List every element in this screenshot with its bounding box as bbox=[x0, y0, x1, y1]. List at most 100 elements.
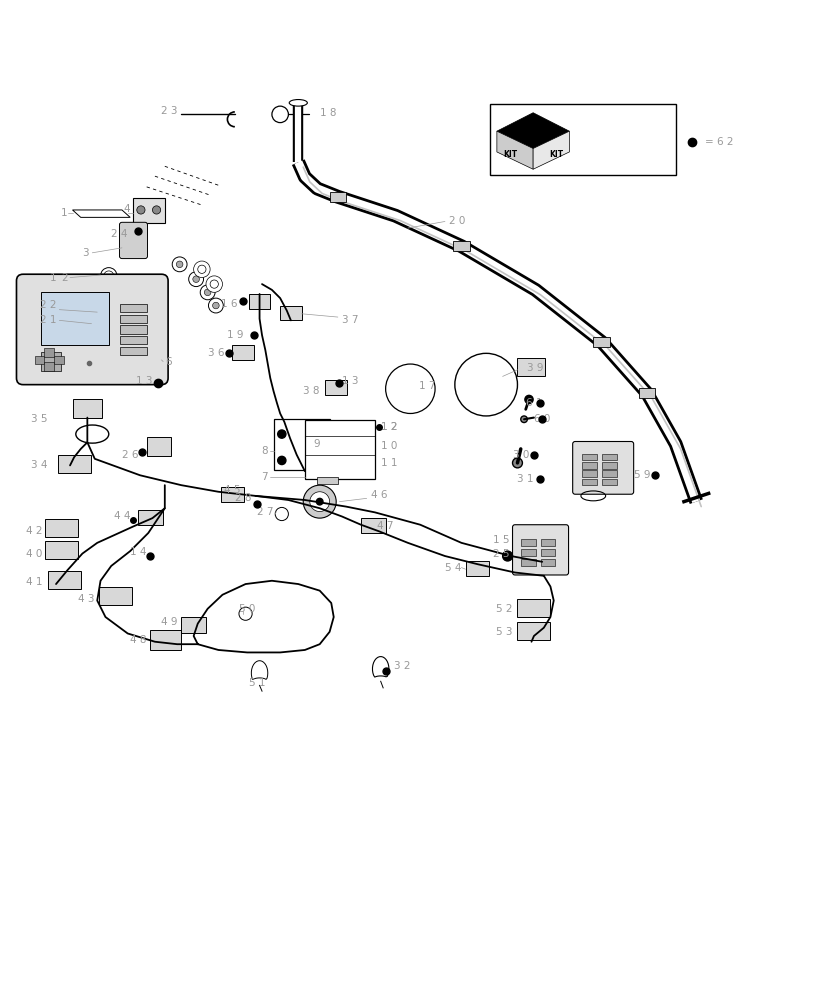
Bar bbox=[120, 347, 147, 355]
Circle shape bbox=[200, 285, 215, 300]
Text: 1 2: 1 2 bbox=[381, 422, 397, 432]
Text: 4: 4 bbox=[124, 204, 130, 214]
Text: 4 0: 4 0 bbox=[26, 549, 43, 559]
Polygon shape bbox=[497, 113, 569, 148]
Bar bbox=[639, 388, 655, 398]
Bar bbox=[44, 348, 54, 357]
Bar bbox=[466, 561, 489, 576]
Text: 3 4: 3 4 bbox=[31, 460, 48, 470]
Polygon shape bbox=[73, 210, 130, 217]
Text: 4 6: 4 6 bbox=[371, 490, 387, 500]
Circle shape bbox=[193, 276, 199, 282]
Text: 5 0: 5 0 bbox=[239, 604, 255, 614]
Circle shape bbox=[521, 416, 527, 423]
Bar bbox=[490, 104, 676, 175]
Text: 4 9: 4 9 bbox=[161, 617, 177, 627]
Bar bbox=[517, 358, 545, 376]
Polygon shape bbox=[251, 661, 268, 679]
Bar bbox=[582, 479, 597, 485]
Bar bbox=[44, 362, 54, 371]
Text: 1: 1 bbox=[49, 273, 56, 283]
Text: 1 0: 1 0 bbox=[381, 441, 397, 451]
Polygon shape bbox=[372, 657, 389, 677]
Text: 2 7: 2 7 bbox=[257, 507, 274, 517]
Circle shape bbox=[513, 458, 522, 468]
Bar bbox=[120, 336, 147, 344]
Text: 3 0: 3 0 bbox=[513, 450, 529, 460]
Text: 2 6: 2 6 bbox=[122, 450, 138, 460]
Circle shape bbox=[104, 271, 114, 281]
Text: 4 3: 4 3 bbox=[78, 594, 95, 604]
Bar bbox=[305, 420, 375, 479]
Bar bbox=[582, 470, 597, 477]
Bar bbox=[147, 437, 171, 456]
Text: 3 5: 3 5 bbox=[31, 414, 48, 424]
Bar bbox=[120, 325, 147, 334]
Bar bbox=[45, 541, 78, 559]
Bar bbox=[325, 380, 347, 395]
Bar bbox=[582, 462, 597, 469]
Bar bbox=[541, 559, 555, 566]
Polygon shape bbox=[497, 131, 533, 169]
Bar bbox=[181, 617, 206, 633]
Bar bbox=[280, 306, 302, 320]
Bar bbox=[521, 549, 536, 556]
Text: 5 2: 5 2 bbox=[496, 604, 513, 614]
Text: 5 4: 5 4 bbox=[445, 563, 461, 573]
Circle shape bbox=[275, 507, 288, 521]
Circle shape bbox=[194, 261, 210, 278]
Bar bbox=[54, 356, 64, 364]
Text: 1 5: 1 5 bbox=[493, 535, 509, 545]
Circle shape bbox=[272, 106, 288, 123]
Bar bbox=[521, 559, 536, 566]
Circle shape bbox=[213, 302, 219, 309]
Text: 3 2: 3 2 bbox=[394, 661, 410, 671]
Bar bbox=[517, 622, 550, 640]
Text: 2 0: 2 0 bbox=[449, 216, 466, 226]
Circle shape bbox=[172, 257, 187, 272]
Bar bbox=[45, 519, 78, 537]
Circle shape bbox=[152, 206, 161, 214]
Bar bbox=[361, 518, 386, 533]
Bar bbox=[517, 599, 550, 617]
Circle shape bbox=[316, 498, 323, 505]
Text: 5 9: 5 9 bbox=[634, 470, 651, 480]
Bar bbox=[582, 454, 597, 460]
Bar bbox=[330, 192, 346, 202]
Text: 1 7: 1 7 bbox=[419, 381, 435, 391]
Circle shape bbox=[91, 316, 106, 331]
Text: 2 8: 2 8 bbox=[235, 493, 251, 503]
Bar bbox=[541, 539, 555, 546]
Bar bbox=[249, 294, 270, 309]
Text: 9: 9 bbox=[313, 439, 320, 449]
Text: KIT: KIT bbox=[503, 150, 517, 159]
Text: 2 5: 2 5 bbox=[493, 549, 509, 559]
Text: 1 3: 1 3 bbox=[342, 376, 358, 386]
Circle shape bbox=[278, 456, 286, 465]
Text: 4 7: 4 7 bbox=[377, 521, 394, 531]
Text: 4 8: 4 8 bbox=[130, 635, 147, 645]
Bar bbox=[97, 307, 137, 317]
Bar bbox=[120, 304, 147, 312]
Text: 3 9: 3 9 bbox=[527, 363, 544, 373]
Text: 1 1: 1 1 bbox=[381, 458, 397, 468]
FancyBboxPatch shape bbox=[16, 274, 168, 385]
FancyBboxPatch shape bbox=[119, 222, 147, 259]
Text: 8: 8 bbox=[261, 446, 268, 456]
Bar bbox=[35, 356, 44, 364]
Circle shape bbox=[210, 280, 218, 288]
Text: 1 3: 1 3 bbox=[136, 376, 152, 386]
Bar bbox=[41, 292, 109, 345]
Circle shape bbox=[137, 206, 145, 214]
Text: 1 9: 1 9 bbox=[227, 330, 243, 340]
Circle shape bbox=[101, 268, 117, 284]
Text: 1 8: 1 8 bbox=[320, 108, 336, 118]
Bar bbox=[150, 630, 181, 650]
Text: 1 2: 1 2 bbox=[381, 422, 397, 432]
Bar bbox=[120, 315, 147, 323]
Bar bbox=[593, 337, 610, 347]
Text: 4 4: 4 4 bbox=[114, 511, 130, 521]
Text: 2: 2 bbox=[61, 273, 68, 283]
Circle shape bbox=[303, 485, 336, 518]
Circle shape bbox=[239, 607, 252, 620]
